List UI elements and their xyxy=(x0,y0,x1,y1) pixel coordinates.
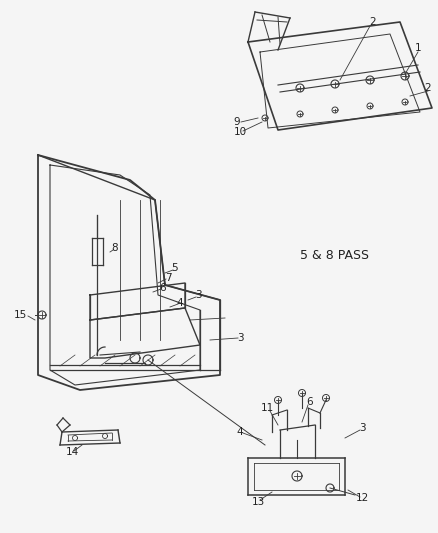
Text: 11: 11 xyxy=(260,403,273,413)
Text: 12: 12 xyxy=(355,493,368,503)
Text: 6: 6 xyxy=(159,283,166,293)
Text: 15: 15 xyxy=(13,310,27,320)
Text: 2: 2 xyxy=(369,17,375,27)
Text: 8: 8 xyxy=(111,243,118,253)
Text: 2: 2 xyxy=(424,83,430,93)
Text: 5 & 8 PASS: 5 & 8 PASS xyxy=(300,248,369,262)
Text: 14: 14 xyxy=(65,447,78,457)
Text: 4: 4 xyxy=(236,427,243,437)
Text: 3: 3 xyxy=(194,290,201,300)
Text: 7: 7 xyxy=(164,273,171,283)
Text: 9: 9 xyxy=(233,117,240,127)
Text: 6: 6 xyxy=(306,397,313,407)
Text: 10: 10 xyxy=(233,127,246,137)
Text: 13: 13 xyxy=(251,497,264,507)
Text: 4: 4 xyxy=(176,298,183,308)
Text: 3: 3 xyxy=(358,423,364,433)
Text: 3: 3 xyxy=(236,333,243,343)
Text: 5: 5 xyxy=(171,263,178,273)
Text: 1: 1 xyxy=(414,43,420,53)
